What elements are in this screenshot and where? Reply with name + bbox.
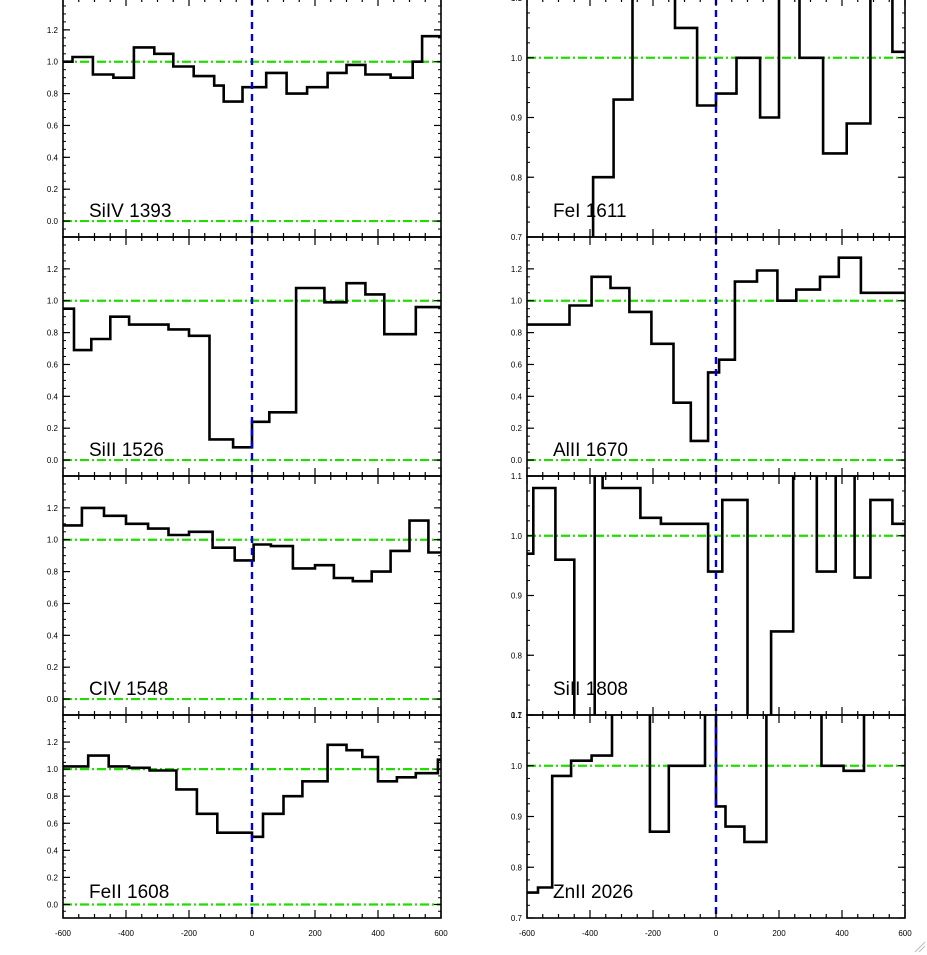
y-tick-label: 0.0 xyxy=(47,456,59,465)
y-tick-label: 1.1 xyxy=(511,472,523,481)
y-tick-label: 0.7 xyxy=(511,233,523,242)
y-tick-label: 0.0 xyxy=(47,900,59,909)
panel-1: 0.0 0.2 0.4 0.6 0.8 1.0 1.2 SiIV 1393 xyxy=(47,0,442,238)
y-tick-label: 0.2 xyxy=(47,873,59,882)
resize-grip-icon xyxy=(914,941,926,953)
x-tick-label: 400 xyxy=(371,929,385,938)
y-tick-label: 0.6 xyxy=(47,819,59,828)
y-tick-label: 0.0 xyxy=(47,217,59,226)
x-tick-label: 200 xyxy=(308,929,322,938)
y-tick-label: 0.8 xyxy=(47,568,59,577)
x-tick-label: 400 xyxy=(835,929,849,938)
panel-5: 0.7 0.8 0.9 1.0 1.1 FeI 1611 xyxy=(511,0,906,242)
y-tick-label: 1.2 xyxy=(47,504,59,513)
x-tick-label: 0 xyxy=(250,929,255,938)
x-tick-label: -200 xyxy=(181,929,198,938)
y-tick-label: 1.1 xyxy=(511,0,523,3)
y-tick-label: 0.7 xyxy=(511,711,523,720)
y-tick-label: 0.8 xyxy=(47,329,59,338)
y-tick-label: 0.6 xyxy=(47,599,59,608)
x-tick-label: 600 xyxy=(898,929,912,938)
x-tick-label: -600 xyxy=(519,929,536,938)
y-tick-label: 0.6 xyxy=(47,360,59,369)
x-tick-label: -200 xyxy=(645,929,662,938)
panel-label: FeI 1611 xyxy=(553,201,627,222)
panel-8: 0.7 0.8 0.9 1.0 1.1 ZnII 2026 xyxy=(511,711,906,923)
y-tick-label: 0.4 xyxy=(47,846,59,855)
y-tick-label: 0.0 xyxy=(511,456,523,465)
panel-label: FeII 1608 xyxy=(89,882,169,903)
y-tick-label: 0.2 xyxy=(47,663,59,672)
panel-label: ZnII 2026 xyxy=(553,882,633,903)
x-tick-label: -400 xyxy=(582,929,599,938)
y-tick-label: 1.2 xyxy=(47,26,59,35)
y-tick-label: 1.2 xyxy=(47,265,59,274)
y-tick-label: 1.1 xyxy=(511,711,523,720)
y-tick-label: 1.0 xyxy=(511,532,523,541)
y-tick-label: 1.0 xyxy=(47,58,59,67)
spectrum-line xyxy=(63,506,441,583)
y-tick-label: 1.0 xyxy=(511,54,523,63)
y-tick-label: 0.9 xyxy=(511,114,523,123)
spectrum-line xyxy=(527,715,866,894)
y-tick-label: 1.0 xyxy=(511,297,523,306)
spectrum-line xyxy=(527,476,905,715)
y-tick-label: 1.0 xyxy=(511,762,523,771)
y-tick-label: 0.8 xyxy=(511,173,523,182)
y-tick-label: 0.6 xyxy=(511,360,523,369)
y-tick-label: 0.4 xyxy=(511,392,523,401)
y-tick-label: 0.8 xyxy=(511,863,523,872)
y-tick-label: 0.8 xyxy=(511,651,523,660)
panel-6: 0.0 0.2 0.4 0.6 0.8 1.0 1.2 AlII 1670 xyxy=(511,236,906,477)
spectrum-line xyxy=(63,743,441,839)
x-tick-label: 600 xyxy=(434,929,448,938)
x-axis-tick-labels: -600 -400 -200 0 200 400 600 -600 -400 -200 0 200 40… xyxy=(55,929,912,938)
y-tick-label: 0.8 xyxy=(47,792,59,801)
y-tick-label: 0.2 xyxy=(511,424,523,433)
x-tick-label: -400 xyxy=(118,929,135,938)
panel-label: SiII 1808 xyxy=(553,679,628,700)
y-tick-label: 1.2 xyxy=(511,265,523,274)
y-tick-label: 0.0 xyxy=(47,695,59,704)
panel-7: 0.7 0.8 0.9 1.0 1.1 SiII 1808 xyxy=(511,472,906,720)
panel-2: 0.0 0.2 0.4 0.6 0.8 1.0 1.2 SiII 1526 xyxy=(47,236,442,477)
spectrum-line xyxy=(527,256,905,443)
y-tick-label: 0.2 xyxy=(47,424,59,433)
panel-label: SiII 1526 xyxy=(89,440,164,461)
y-tick-label: 0.4 xyxy=(47,631,59,640)
y-tick-label: 1.0 xyxy=(47,765,59,774)
panel-3: 0.0 0.2 0.4 0.6 0.8 1.0 1.2 CIV 1548 xyxy=(47,475,442,716)
y-tick-label: 0.8 xyxy=(511,329,523,338)
y-tick-label: 1.0 xyxy=(47,536,59,545)
x-tick-label: -600 xyxy=(55,929,72,938)
spectrum-line xyxy=(591,0,905,237)
panel-label: SiIV 1393 xyxy=(89,201,171,222)
panel-label: CIV 1548 xyxy=(89,679,168,700)
y-tick-label: 0.9 xyxy=(511,592,523,601)
x-tick-label: 200 xyxy=(772,929,786,938)
y-tick-label: 0.4 xyxy=(47,153,59,162)
y-tick-label: 1.0 xyxy=(47,297,59,306)
y-tick-label: 0.6 xyxy=(47,121,59,130)
panel-label: AlII 1670 xyxy=(553,440,628,461)
y-tick-label: 0.8 xyxy=(47,90,59,99)
y-tick-label: 0.9 xyxy=(511,813,523,822)
x-tick-label: 0 xyxy=(714,929,719,938)
panel-4: 0.0 0.2 0.4 0.6 0.8 1.0 1.2 FeII 1608 xyxy=(47,714,442,919)
y-tick-label: 0.7 xyxy=(511,914,523,923)
y-tick-label: 1.2 xyxy=(47,738,59,747)
y-tick-label: 0.4 xyxy=(47,392,59,401)
y-tick-label: 0.2 xyxy=(47,185,59,194)
